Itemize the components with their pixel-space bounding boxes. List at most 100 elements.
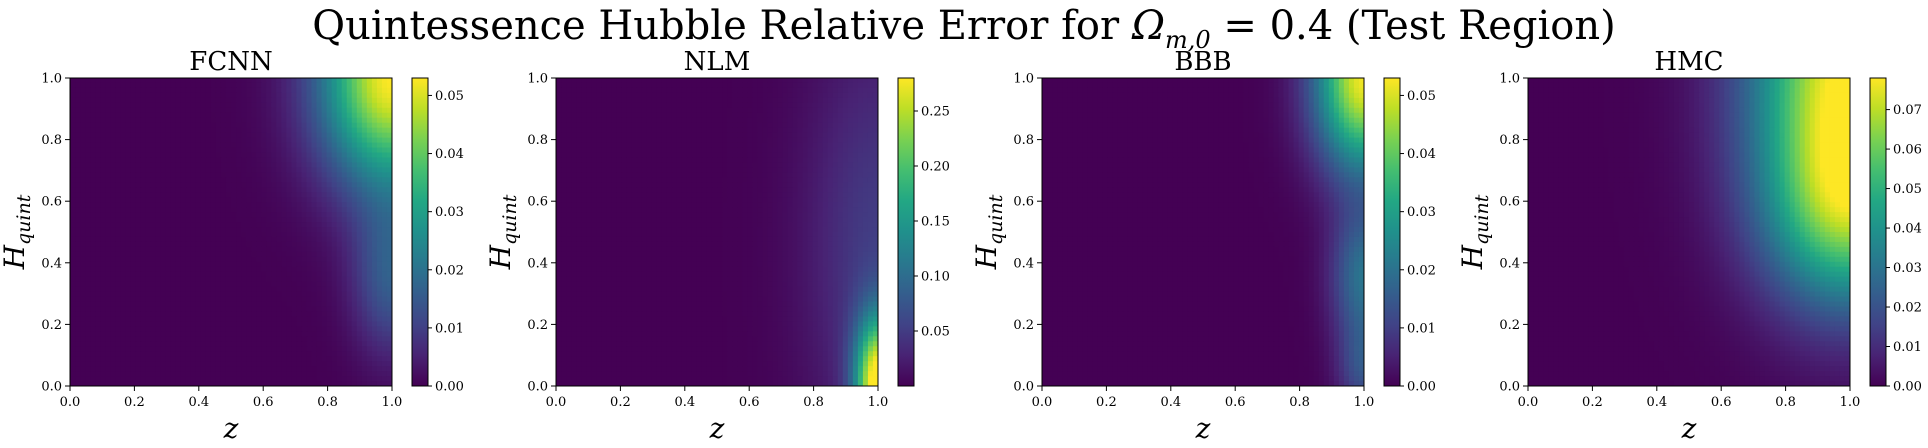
heatmap-cell bbox=[225, 311, 232, 318]
heatmap-cell bbox=[326, 241, 333, 248]
heatmap-cell bbox=[586, 127, 592, 134]
heatmap-cell bbox=[246, 301, 252, 308]
heatmap-cell bbox=[646, 117, 653, 124]
heatmap-cell bbox=[215, 326, 222, 332]
heatmap-cell bbox=[150, 192, 157, 198]
heatmap-cell bbox=[185, 316, 192, 323]
heatmap-cell bbox=[581, 102, 587, 109]
heatmap-cell bbox=[75, 82, 81, 89]
heatmap-cell bbox=[847, 137, 854, 144]
heatmap-cell bbox=[135, 232, 142, 238]
heatmap-cell bbox=[135, 177, 142, 183]
heatmap-cell bbox=[75, 276, 81, 283]
heatmap-cell bbox=[120, 271, 126, 278]
heatmap-cell bbox=[150, 261, 157, 268]
heatmap-cell bbox=[180, 227, 187, 233]
heatmap-cell bbox=[90, 311, 96, 318]
heatmap-cell bbox=[321, 296, 328, 303]
heatmap-cell bbox=[85, 102, 91, 109]
heatmap-cell bbox=[797, 127, 804, 134]
heatmap-cell bbox=[641, 137, 648, 144]
heatmap-cell bbox=[266, 301, 272, 308]
heatmap-cell bbox=[566, 92, 572, 99]
heatmap-cell bbox=[140, 301, 147, 308]
heatmap-cell bbox=[120, 336, 126, 342]
heatmap-cell bbox=[782, 137, 789, 144]
heatmap-cell bbox=[256, 376, 262, 382]
heatmap-cell bbox=[70, 197, 76, 203]
heatmap-cell bbox=[361, 336, 368, 342]
heatmap-cell bbox=[80, 122, 86, 129]
heatmap-cell bbox=[291, 187, 298, 193]
heatmap-cell bbox=[296, 286, 303, 293]
heatmap-cell bbox=[371, 316, 378, 323]
heatmap-cell bbox=[165, 361, 172, 367]
heatmap-cell bbox=[331, 271, 338, 278]
heatmap-cell bbox=[301, 212, 308, 218]
heatmap-cell bbox=[190, 336, 197, 342]
heatmap-cell bbox=[236, 227, 242, 233]
heatmap-cell bbox=[85, 92, 91, 99]
heatmap-cell bbox=[346, 351, 353, 357]
heatmap-cell bbox=[346, 197, 353, 203]
heatmap-cell bbox=[70, 107, 76, 114]
heatmap-cell bbox=[110, 296, 116, 303]
heatmap-cell bbox=[361, 276, 368, 283]
heatmap-cell bbox=[561, 127, 567, 134]
heatmap-cell bbox=[281, 326, 287, 332]
heatmap-cell bbox=[832, 147, 839, 154]
heatmap-cell bbox=[75, 147, 81, 154]
heatmap-cell bbox=[195, 281, 202, 288]
heatmap-cell bbox=[336, 361, 343, 367]
heatmap-cell bbox=[215, 78, 222, 84]
heatmap-cell bbox=[95, 122, 101, 129]
heatmap-cell bbox=[366, 301, 373, 308]
heatmap-cell bbox=[115, 222, 121, 228]
heatmap-cell bbox=[95, 251, 101, 258]
heatmap-cell bbox=[366, 291, 373, 298]
heatmap-cell bbox=[291, 112, 298, 119]
heatmap-cell bbox=[331, 341, 338, 347]
heatmap-cell bbox=[706, 82, 713, 89]
heatmap-cell bbox=[301, 311, 308, 318]
heatmap-cell bbox=[231, 241, 237, 248]
heatmap-cell bbox=[145, 266, 152, 273]
heatmap-cell bbox=[371, 281, 378, 288]
heatmap-cell bbox=[341, 351, 348, 357]
heatmap-cell bbox=[717, 132, 723, 139]
heatmap-cell bbox=[205, 107, 212, 114]
heatmap-cell bbox=[246, 356, 252, 362]
heatmap-cell bbox=[70, 371, 76, 377]
heatmap-cell bbox=[311, 296, 318, 303]
heatmap-cell bbox=[376, 232, 383, 238]
heatmap-cell bbox=[301, 271, 308, 278]
heatmap-cell bbox=[556, 87, 562, 94]
heatmap-cell bbox=[366, 276, 373, 283]
heatmap-cell bbox=[100, 346, 106, 352]
heatmap-cell bbox=[291, 177, 298, 183]
heatmap-cell bbox=[276, 112, 282, 119]
heatmap-cell bbox=[276, 306, 282, 313]
heatmap-cell bbox=[571, 78, 577, 84]
heatmap-cell bbox=[190, 291, 197, 298]
heatmap-cell bbox=[301, 351, 308, 357]
heatmap-cell bbox=[616, 97, 623, 104]
heatmap-cell bbox=[180, 266, 187, 273]
heatmap-cell bbox=[256, 241, 262, 248]
heatmap-cell bbox=[195, 286, 202, 293]
heatmap-cell bbox=[356, 172, 363, 178]
heatmap-cell bbox=[306, 336, 313, 342]
heatmap-cell bbox=[641, 147, 648, 154]
heatmap-cell bbox=[195, 167, 202, 173]
heatmap-cell bbox=[326, 162, 333, 169]
heatmap-cell bbox=[90, 92, 96, 99]
heatmap-cell bbox=[225, 346, 232, 352]
heatmap-cell bbox=[85, 266, 91, 273]
heatmap-cell bbox=[701, 97, 708, 104]
heatmap-cell bbox=[105, 122, 111, 129]
heatmap-cell bbox=[110, 157, 116, 164]
heatmap-cell bbox=[371, 212, 378, 218]
heatmap-cell bbox=[787, 97, 794, 104]
heatmap-cell bbox=[155, 286, 162, 293]
heatmap-cell bbox=[666, 112, 673, 119]
